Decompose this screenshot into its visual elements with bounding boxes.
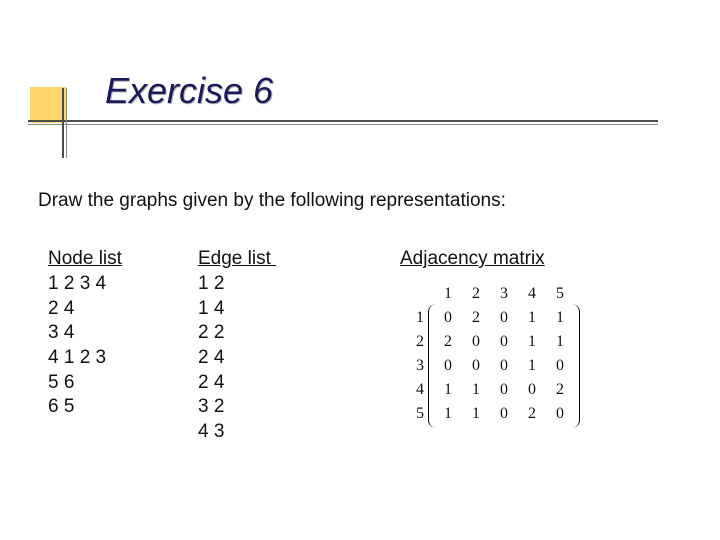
matrix-cell: 0	[490, 378, 518, 402]
matrix-row-label: 1	[406, 306, 434, 330]
matrix-cell: 1	[462, 402, 490, 426]
edge-list-row: 1 2	[198, 272, 276, 297]
node-list-row: 2 4	[48, 297, 122, 322]
matrix-col-label: 1	[434, 282, 462, 306]
matrix-cell: 1	[434, 378, 462, 402]
prompt-text: Draw the graphs given by the following r…	[38, 190, 506, 212]
node-list-row: 1 2 3 4	[48, 272, 122, 297]
edge-list-header: Edge list	[198, 248, 276, 270]
matrix-cell: 1	[518, 330, 546, 354]
adjacency-table: 12345102011220011300010411002511020	[406, 282, 574, 426]
matrix-cell: 0	[434, 354, 462, 378]
edge-list-row: 3 2	[198, 395, 276, 420]
matrix-cell: 2	[462, 306, 490, 330]
title-rule-vertical	[62, 88, 64, 158]
node-list-row: 3 4	[48, 321, 122, 346]
matrix-row-label: 5	[406, 402, 434, 426]
matrix-cell: 0	[546, 354, 574, 378]
matrix-cell: 1	[462, 378, 490, 402]
node-list-column: Node list 1 2 3 42 43 44 1 2 35 66 5	[48, 248, 122, 420]
edge-list-row: 2 2	[198, 321, 276, 346]
matrix-cell: 0	[518, 378, 546, 402]
matrix-row-label: 4	[406, 378, 434, 402]
node-list-row: 5 6	[48, 371, 122, 396]
matrix-cell: 0	[490, 354, 518, 378]
matrix-col-label: 5	[546, 282, 574, 306]
node-list-row: 4 1 2 3	[48, 346, 122, 371]
matrix-cell: 1	[434, 402, 462, 426]
adjacency-column: Adjacency matrix	[400, 248, 545, 272]
matrix-cell: 1	[546, 306, 574, 330]
edge-list-row: 2 4	[198, 371, 276, 396]
node-list-rows: 1 2 3 42 43 44 1 2 35 66 5	[48, 272, 122, 420]
adjacency-matrix: 12345102011220011300010411002511020	[406, 282, 574, 426]
accent-square	[30, 87, 66, 123]
matrix-col-label: 2	[462, 282, 490, 306]
slide-title: Exercise 6	[105, 70, 273, 112]
matrix-cell: 2	[546, 378, 574, 402]
edge-list-row: 1 4	[198, 297, 276, 322]
matrix-cell: 0	[490, 306, 518, 330]
matrix-cell: 0	[490, 330, 518, 354]
edge-list-row: 2 4	[198, 346, 276, 371]
matrix-cell: 2	[434, 330, 462, 354]
node-list-header: Node list	[48, 248, 122, 270]
adjacency-header: Adjacency matrix	[400, 248, 545, 270]
title-rule-horizontal-shadow	[28, 124, 658, 125]
edge-list-rows: 1 21 42 22 42 43 24 3	[198, 272, 276, 445]
matrix-cell: 1	[546, 330, 574, 354]
edge-list-column: Edge list 1 21 42 22 42 43 24 3	[198, 248, 276, 445]
matrix-col-label: 4	[518, 282, 546, 306]
matrix-row-label: 3	[406, 354, 434, 378]
title-rule-horizontal	[28, 120, 658, 122]
matrix-cell: 2	[518, 402, 546, 426]
matrix-cell: 0	[490, 402, 518, 426]
title-rule-vertical-shadow	[66, 88, 67, 158]
edge-list-row: 4 3	[198, 420, 276, 445]
matrix-row-label: 2	[406, 330, 434, 354]
matrix-cell: 0	[462, 354, 490, 378]
matrix-cell: 0	[462, 330, 490, 354]
matrix-cell: 0	[434, 306, 462, 330]
matrix-col-label: 3	[490, 282, 518, 306]
matrix-cell: 1	[518, 354, 546, 378]
matrix-cell: 0	[546, 402, 574, 426]
matrix-cell: 1	[518, 306, 546, 330]
node-list-row: 6 5	[48, 395, 122, 420]
